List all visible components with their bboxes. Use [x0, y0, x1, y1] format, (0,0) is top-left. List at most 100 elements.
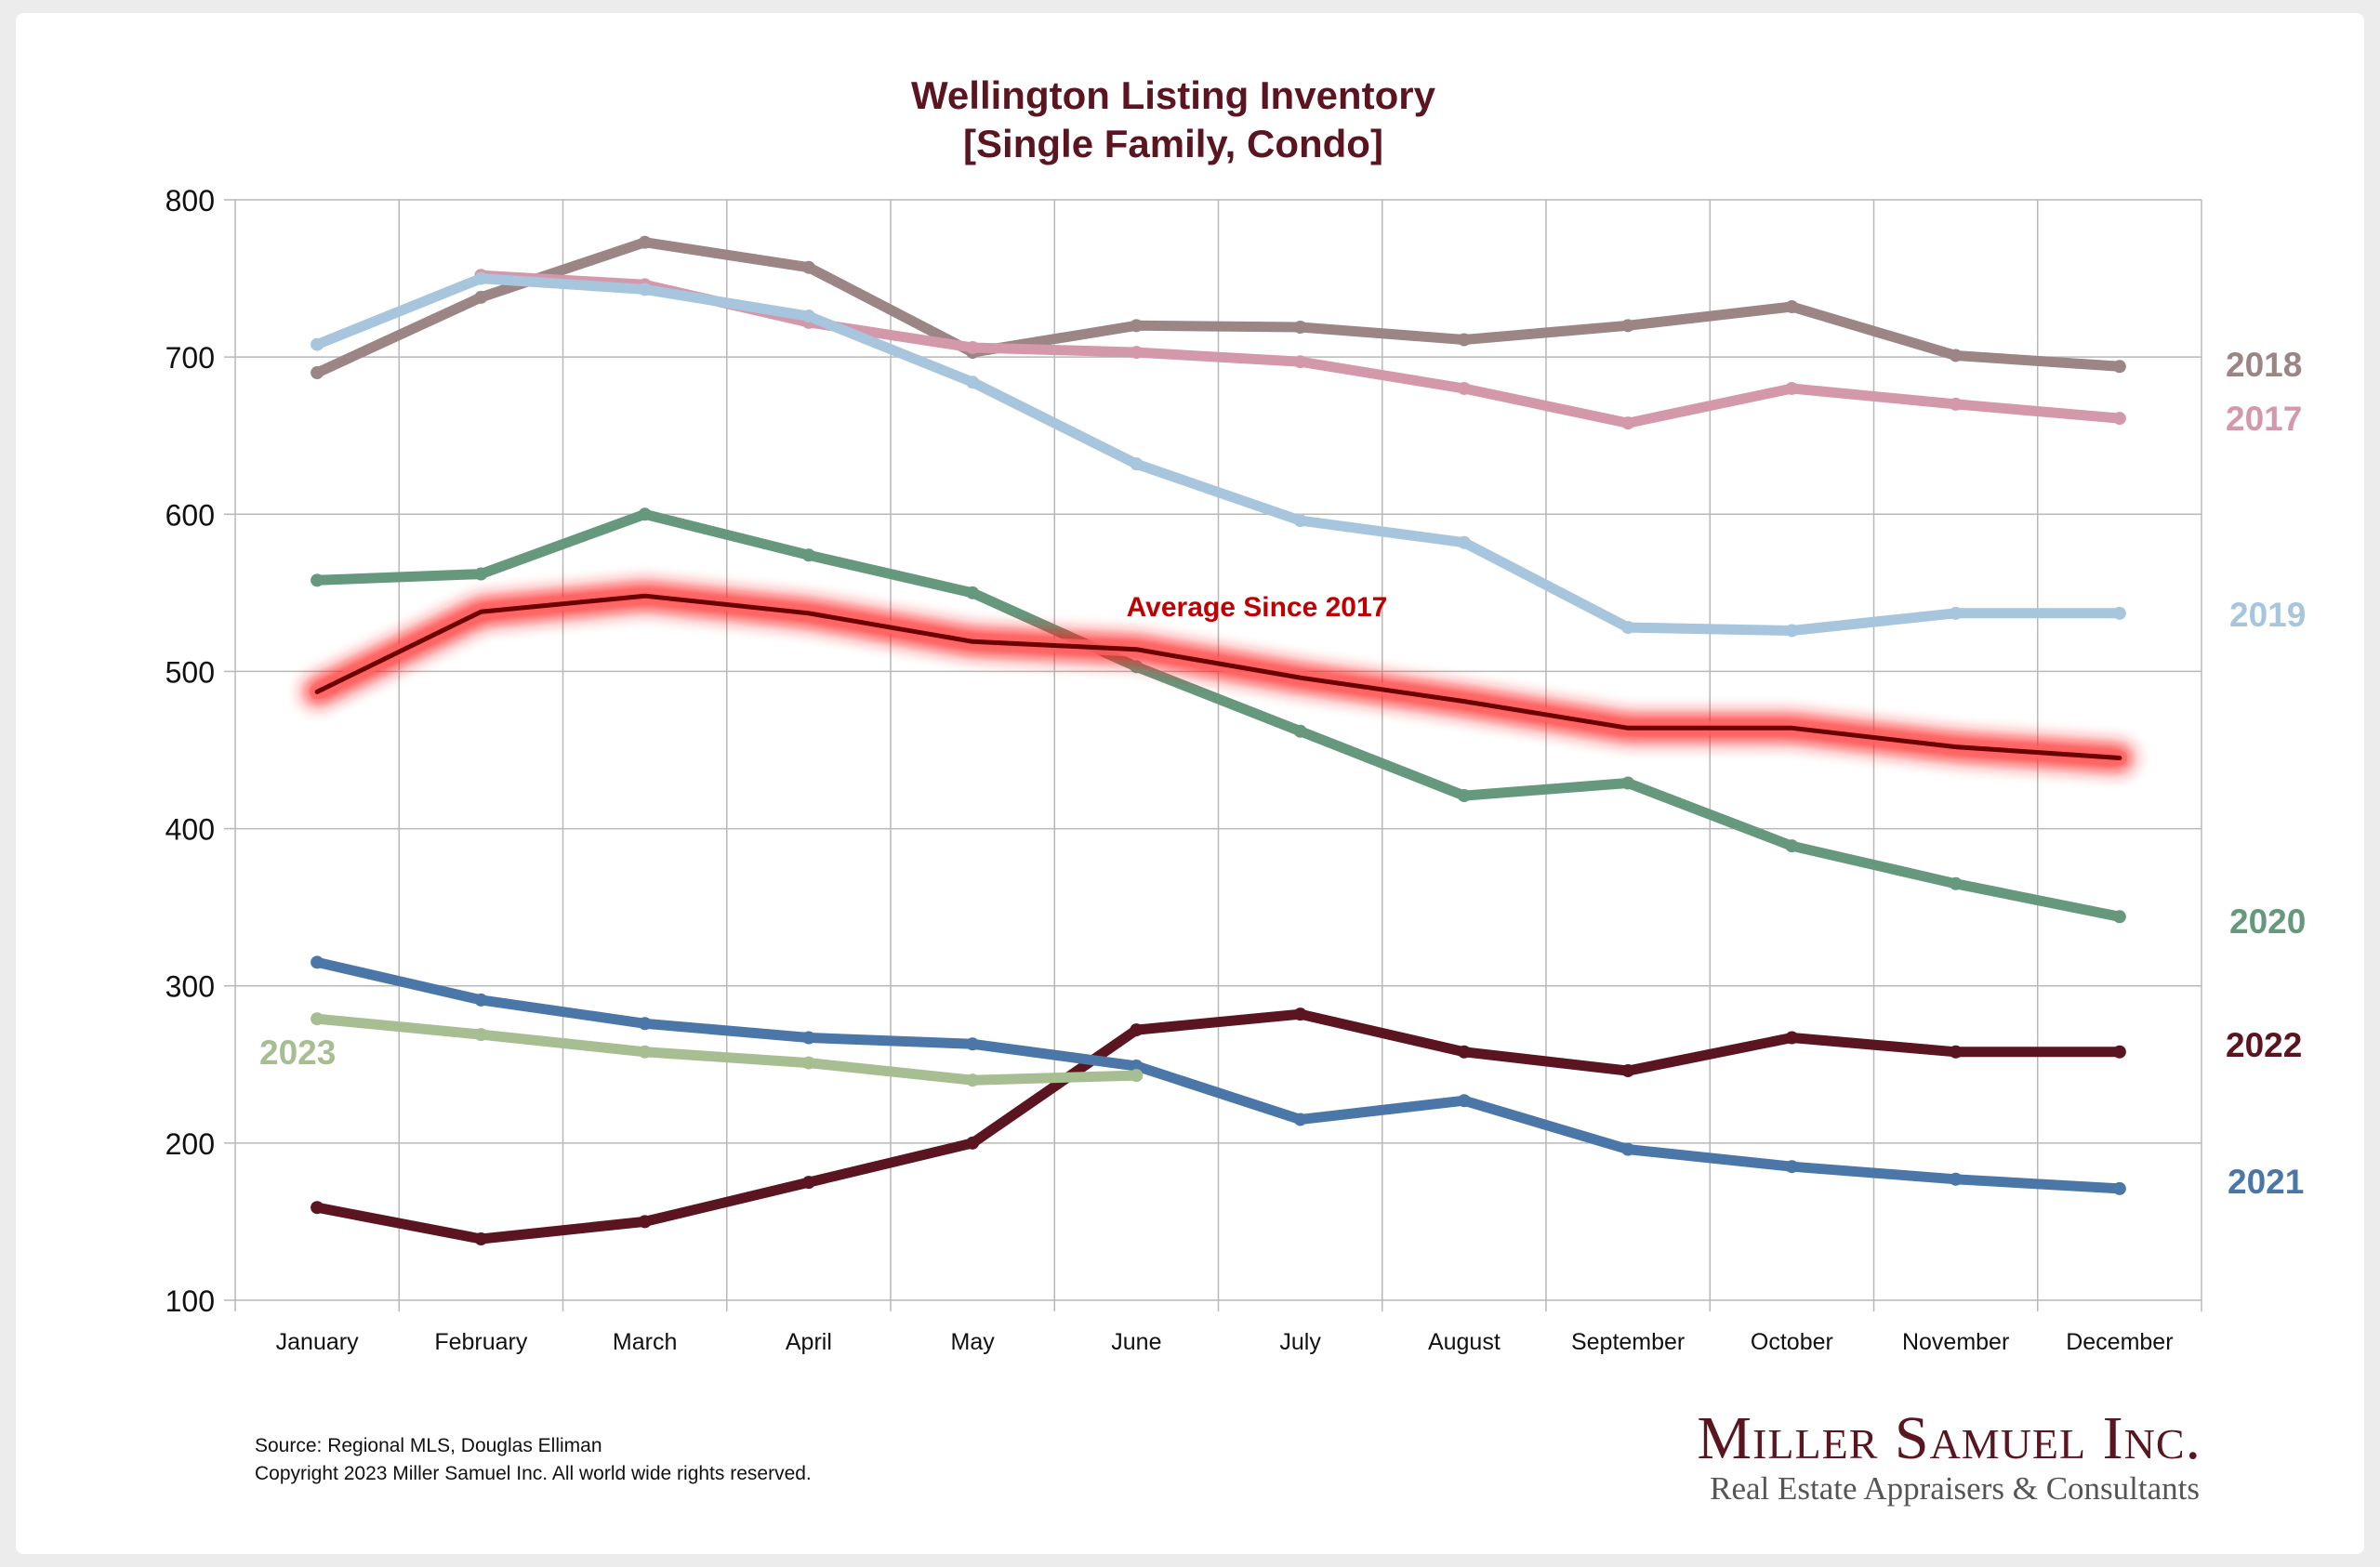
x-tick-label: August: [1428, 1329, 1501, 1355]
series-point-2020: [1293, 724, 1307, 738]
series-point-2018: [1457, 333, 1471, 347]
y-tick-label: 300: [165, 970, 215, 1004]
series-point-2022: [474, 1232, 488, 1246]
company-logo-name: Miller Samuel Inc.: [1697, 1404, 2202, 1472]
series-point-2020: [1621, 776, 1635, 790]
series-point-2021: [638, 1017, 652, 1031]
series-point-2018: [1949, 349, 1963, 362]
series-point-2017: [1457, 381, 1471, 395]
series-point-2017: [1949, 397, 1963, 411]
series-point-2019: [1785, 624, 1799, 638]
series-point-2021: [311, 955, 324, 969]
series-point-2018: [1785, 300, 1799, 314]
series-point-2020: [311, 573, 324, 587]
chart-frame: Wellington Listing Inventory [Single Fam…: [16, 13, 2364, 1554]
series-point-2018: [1293, 321, 1307, 335]
series-point-2022: [1949, 1045, 1963, 1059]
series-point-2018: [638, 235, 652, 249]
series-point-2022: [966, 1136, 980, 1150]
series-point-2022: [801, 1176, 815, 1190]
source-note: Source: Regional MLS, Douglas Elliman: [255, 1435, 602, 1456]
series-point-2023: [311, 1012, 324, 1026]
x-axis: January February March April May June July Augu…: [276, 1329, 2174, 1355]
series-point-2018: [1130, 319, 1144, 333]
x-tick-label: January: [276, 1329, 359, 1355]
series-label-2023: 2023: [259, 1034, 336, 1072]
series-point-2020: [474, 567, 488, 581]
y-tick-label: 500: [165, 655, 215, 689]
series-line-2022: [311, 1008, 2125, 1244]
series-point-2018: [1621, 319, 1635, 333]
series-label-2020: 2020: [2229, 902, 2306, 941]
series-point-2021: [966, 1037, 980, 1051]
y-tick-label: 200: [165, 1127, 215, 1161]
series-point-2023: [638, 1045, 652, 1059]
y-tick-label: 700: [165, 341, 215, 375]
chart-subtitle: [Single Family, Condo]: [963, 122, 1383, 165]
series-point-2017: [1785, 381, 1799, 395]
series-point-2022: [1293, 1007, 1307, 1021]
y-tick-label: 100: [165, 1284, 215, 1318]
x-tick-label: November: [1902, 1329, 2009, 1355]
series-point-2023: [801, 1056, 815, 1070]
series-point-2018: [2112, 360, 2126, 374]
series-line-2023: [311, 1013, 1142, 1086]
series-line-2021: [311, 956, 2125, 1194]
series-point-2017: [2112, 412, 2126, 426]
line-chart: Wellington Listing Inventory [Single Fam…: [165, 73, 2307, 1355]
series-point-2022: [311, 1201, 324, 1215]
x-tick-label: April: [786, 1329, 832, 1355]
series-point-2019: [1130, 457, 1144, 471]
series-label-2019: 2019: [2229, 596, 2306, 634]
series-point-2020: [1785, 839, 1799, 853]
series-point-2021: [801, 1031, 815, 1045]
series-point-2021: [1621, 1142, 1635, 1156]
grid: [234, 199, 2202, 1311]
series-point-2017: [966, 340, 980, 354]
series-point-2021: [1785, 1160, 1799, 1174]
series-labels: 2017 2018 2019 2020 2021 2022 2023 Average Sinc…: [259, 346, 2306, 1201]
series-point-2019: [638, 283, 652, 296]
series-point-2017: [1293, 355, 1307, 369]
series-point-2019: [311, 337, 324, 351]
x-tick-label: March: [613, 1329, 677, 1355]
series-point-2017: [1621, 416, 1635, 430]
series-point-2017: [1130, 346, 1144, 360]
series-point-2019: [1621, 621, 1635, 635]
series-line-average: [314, 593, 2122, 760]
series-point-2019: [474, 271, 488, 285]
series-point-2019: [966, 375, 980, 389]
x-tick-label: February: [434, 1329, 528, 1355]
series-point-2023: [966, 1073, 980, 1087]
series-point-2020: [638, 507, 652, 521]
x-tick-label: October: [1751, 1329, 1833, 1355]
series-point-2021: [1293, 1113, 1307, 1126]
series-point-2018: [801, 260, 815, 274]
series-point-2020: [2112, 910, 2126, 924]
series-point-2020: [801, 548, 815, 562]
series-point-2023: [1130, 1069, 1144, 1083]
series-point-2021: [2112, 1181, 2126, 1195]
series-point-2020: [1457, 789, 1471, 803]
series-point-2022: [1621, 1064, 1635, 1078]
copyright-note: Copyright 2023 Miller Samuel Inc. All wo…: [255, 1463, 812, 1484]
series-lines: [303, 235, 2134, 1246]
series-line-2020: [311, 508, 2125, 922]
series-point-2021: [1130, 1059, 1144, 1073]
series-point-2022: [1457, 1045, 1471, 1059]
y-tick-label: 600: [165, 498, 215, 532]
y-axis: 100 200 300 400 500 600 700 800: [165, 184, 235, 1318]
series-point-2019: [1457, 535, 1471, 549]
series-point-2020: [1949, 876, 1963, 890]
y-tick-label: 400: [165, 813, 215, 847]
series-point-2019: [2112, 606, 2126, 620]
series-point-2022: [1785, 1031, 1799, 1045]
series-label-2017: 2017: [2226, 400, 2302, 438]
series-label-2022: 2022: [2226, 1026, 2302, 1064]
chart-title: Wellington Listing Inventory: [911, 73, 1436, 117]
series-label-average: Average Since 2017: [1127, 592, 1388, 623]
x-tick-label: July: [1279, 1329, 1321, 1355]
series-line-2018: [311, 237, 2125, 378]
y-tick-label: 800: [165, 184, 215, 217]
series-point-2021: [1949, 1172, 1963, 1186]
